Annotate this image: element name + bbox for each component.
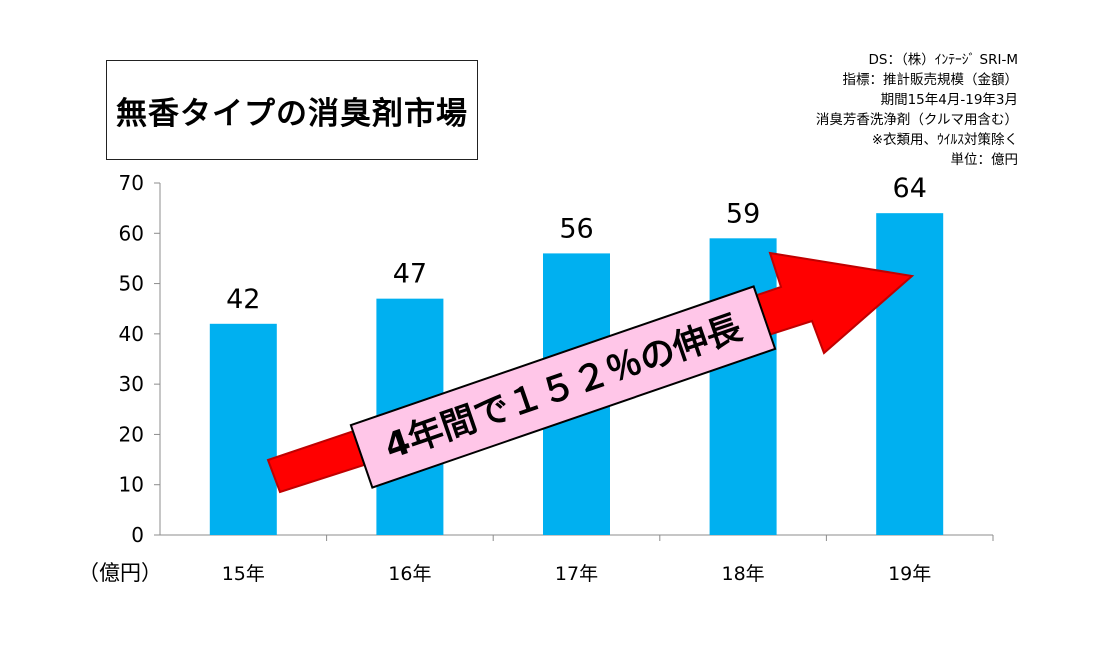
- y-tick-label: 70: [119, 171, 144, 195]
- data-label: 59: [726, 198, 760, 229]
- y-tick-label: 50: [119, 272, 144, 296]
- y-tick-label: 40: [119, 322, 144, 346]
- y-tick-label: 30: [119, 372, 144, 396]
- y-tick-label: 60: [119, 221, 144, 245]
- bar: [709, 238, 777, 536]
- bar: [209, 323, 277, 535]
- bars: [209, 213, 944, 536]
- source-note: 単位：億円: [950, 152, 1019, 168]
- x-tick-label: 15年: [222, 563, 265, 585]
- source-note: DS：（株）ｲﾝﾃｰｼﾞ SRI-M: [868, 52, 1018, 68]
- annotation-label-box: [349, 285, 777, 489]
- y-tick-label: 10: [119, 473, 144, 497]
- chart-title: 無香タイプの消臭剤市場: [116, 95, 468, 132]
- data-label: 47: [393, 259, 427, 290]
- chart-title-box: 無香タイプの消臭剤市場: [106, 60, 478, 160]
- x-tick-label: 18年: [722, 563, 765, 585]
- y-tick-label: 0: [131, 523, 144, 547]
- y-tick-label: 20: [119, 422, 144, 446]
- source-note: ※衣類用、ｳｲﾙｽ対策除く: [871, 132, 1018, 148]
- x-tick-label: 16年: [388, 563, 431, 585]
- data-label: 64: [893, 173, 927, 204]
- y-axis-unit-label: （億円）: [78, 561, 162, 585]
- bar: [876, 213, 944, 535]
- data-labels: 42 47 56 59 64: [226, 173, 927, 315]
- source-note: 指標：推計販売規模（金額）: [842, 72, 1019, 88]
- data-label: 56: [559, 213, 593, 244]
- x-tick-label: 19年: [888, 563, 931, 585]
- axes: 0 10 20 30 40 50 60 70 （億円） 15年 16年 17年 18年 19年: [78, 171, 994, 585]
- source-note: 消臭芳香洗浄剤（クルマ用含む）: [815, 112, 1018, 128]
- source-note: 期間15年4月-19年3月: [880, 92, 1018, 108]
- source-notes: DS：（株）ｲﾝﾃｰｼﾞ SRI-M 指標：推計販売規模（金額） 期間15年4月…: [816, 50, 1018, 170]
- data-label: 42: [226, 284, 260, 315]
- x-tick-label: 17年: [555, 563, 598, 585]
